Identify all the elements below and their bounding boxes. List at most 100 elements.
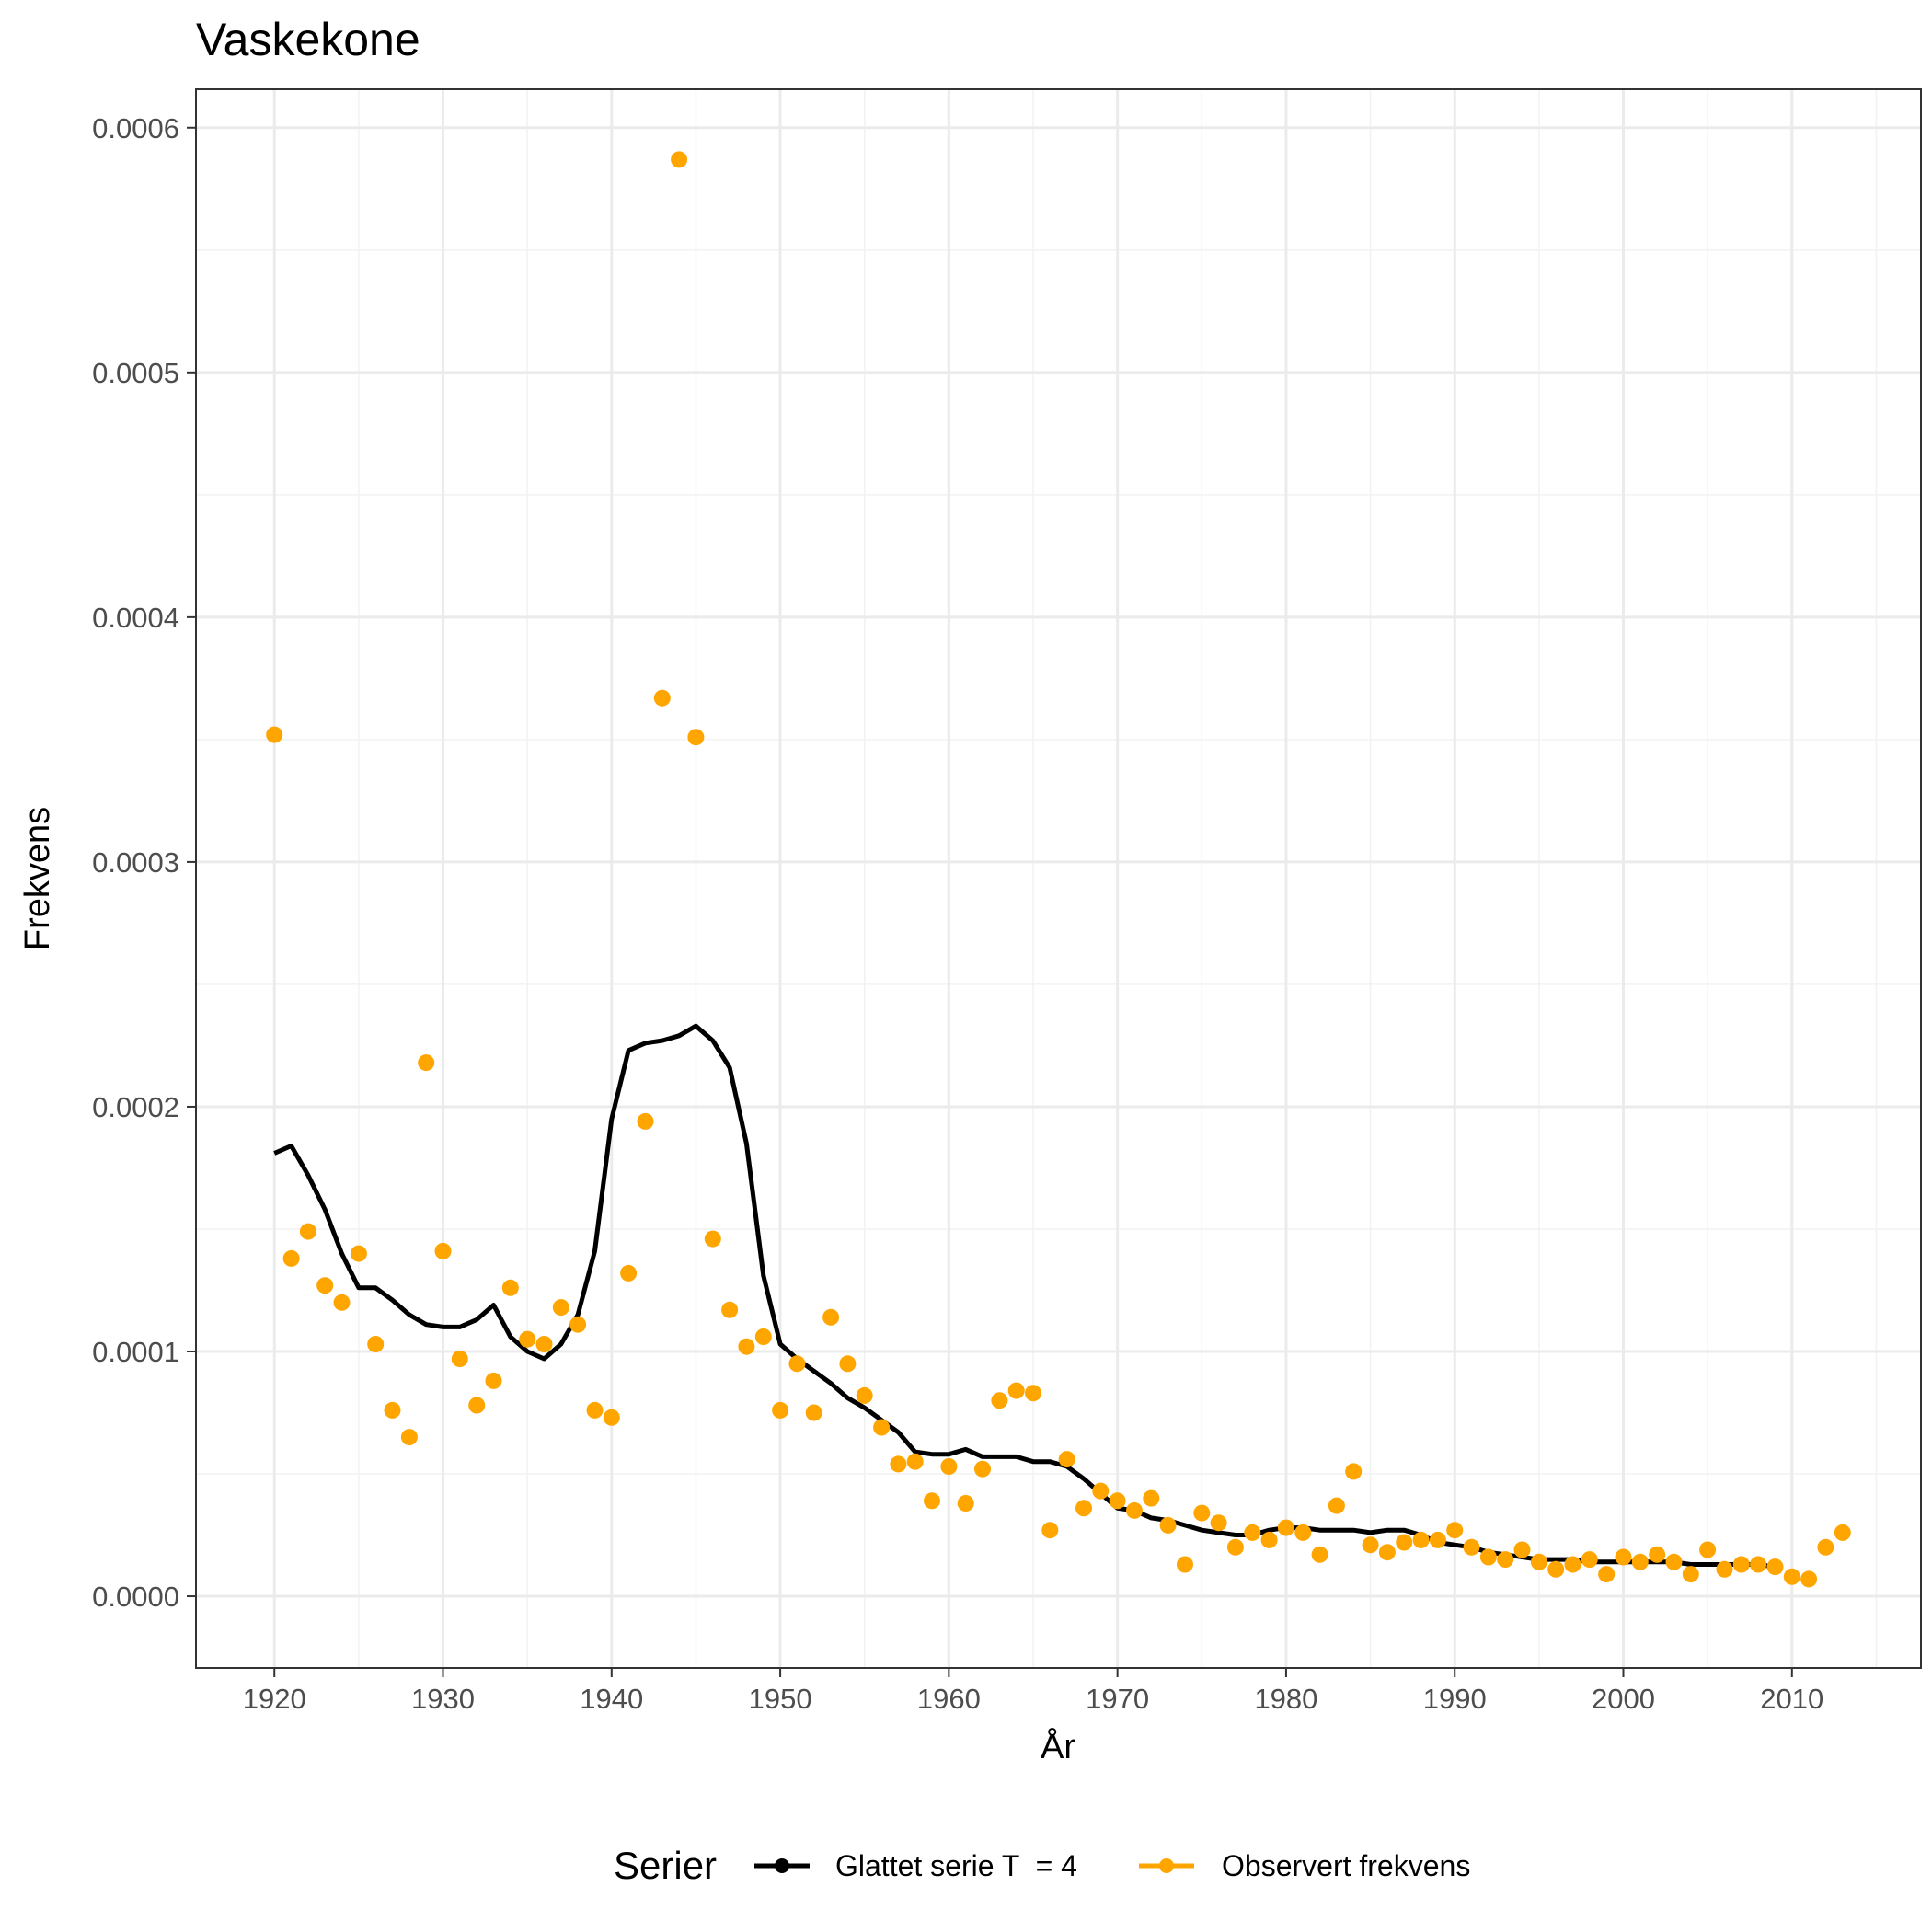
observed-point	[552, 1299, 569, 1317]
observed-point	[1834, 1524, 1851, 1541]
observed-point	[1396, 1534, 1413, 1551]
observed-point	[1750, 1556, 1767, 1573]
observed-point	[1244, 1524, 1261, 1541]
observed-point	[1159, 1516, 1177, 1534]
x-tick-label: 1950	[749, 1683, 812, 1715]
legend: Serier Glattet serie T = 4 Observert fre…	[614, 1844, 1470, 1887]
observed-point	[1497, 1551, 1514, 1569]
observed-point	[400, 1429, 418, 1446]
legend-label-observed: Observert frekvens	[1222, 1849, 1470, 1882]
y-tick-label: 0.0000	[92, 1581, 179, 1613]
observed-point	[1210, 1514, 1227, 1532]
observed-point	[367, 1336, 385, 1352]
observed-point	[1092, 1482, 1110, 1500]
observed-point	[333, 1294, 351, 1311]
x-tick-label: 1990	[1423, 1683, 1487, 1715]
observed-point	[1294, 1524, 1312, 1541]
observed-point	[1412, 1531, 1430, 1548]
observed-point	[1126, 1501, 1143, 1519]
observed-point	[1547, 1560, 1565, 1578]
observed-point	[1783, 1568, 1800, 1585]
observed-point	[1075, 1500, 1092, 1517]
observed-point	[299, 1223, 316, 1240]
observed-point	[637, 1112, 654, 1130]
x-tick-label: 1970	[1086, 1683, 1149, 1715]
observed-point	[1345, 1463, 1363, 1480]
x-tick-label: 1940	[580, 1683, 643, 1715]
observed-point	[501, 1279, 519, 1296]
y-tick-label: 0.0005	[92, 357, 179, 389]
observed-point	[1143, 1489, 1160, 1507]
observed-point	[485, 1372, 502, 1389]
observed-point	[839, 1355, 857, 1373]
legend-key-point-smoothed	[775, 1858, 789, 1873]
observed-point	[721, 1301, 739, 1318]
observed-point	[434, 1242, 452, 1259]
observed-point	[1817, 1538, 1834, 1556]
legend-title: Serier	[614, 1844, 717, 1887]
observed-point	[1041, 1522, 1059, 1539]
observed-points-layer	[266, 151, 1851, 1588]
minor-gridlines	[196, 89, 1921, 1668]
observed-point	[468, 1397, 486, 1414]
observed-point	[873, 1419, 891, 1436]
observed-point	[906, 1453, 924, 1470]
observed-point	[1277, 1519, 1294, 1536]
observed-point	[266, 726, 283, 743]
observed-point	[1446, 1522, 1464, 1539]
y-tick-label: 0.0002	[92, 1091, 179, 1123]
observed-point	[687, 729, 705, 746]
observed-point	[1665, 1553, 1683, 1570]
observed-point	[1362, 1536, 1379, 1554]
observed-point	[282, 1249, 300, 1267]
observed-point	[603, 1409, 620, 1426]
observed-point	[1581, 1551, 1598, 1569]
observed-point	[738, 1338, 755, 1355]
observed-point	[519, 1330, 536, 1348]
observed-point	[1682, 1566, 1699, 1583]
observed-point	[1463, 1538, 1480, 1556]
x-tick-label: 2010	[1760, 1683, 1823, 1715]
x-axis-ticks: 1920 1930 1940 1950 1960 1970 1980 1990 2000 2010	[243, 1668, 1823, 1715]
observed-point	[586, 1401, 604, 1419]
observed-point	[451, 1351, 468, 1367]
panel-border	[195, 88, 1922, 1669]
observed-point	[940, 1458, 958, 1475]
observed-point	[856, 1386, 873, 1404]
observed-point	[754, 1328, 772, 1345]
x-tick-label: 2000	[1592, 1683, 1655, 1715]
x-tick-label: 1930	[411, 1683, 475, 1715]
observed-point	[704, 1230, 721, 1248]
observed-point	[1699, 1541, 1717, 1558]
observed-point	[653, 689, 671, 707]
y-axis-label: Frekvens	[18, 807, 57, 950]
y-axis-ticks: 0.0000 0.0001 0.0002 0.0003 0.0004 0.0005 0.00…	[92, 112, 196, 1613]
observed-point	[1513, 1541, 1531, 1558]
observed-point	[569, 1316, 587, 1333]
y-tick-label: 0.0004	[92, 602, 179, 634]
x-tick-label: 1920	[243, 1683, 306, 1715]
observed-point	[1058, 1451, 1075, 1468]
x-axis-label: År	[1041, 1726, 1075, 1766]
y-tick-label: 0.0006	[92, 112, 179, 144]
major-gridlines	[196, 89, 1921, 1668]
observed-point	[1649, 1546, 1666, 1563]
observed-point	[788, 1355, 806, 1373]
observed-point	[1025, 1385, 1041, 1402]
observed-point	[1226, 1538, 1244, 1556]
legend-label-smoothed: Glattet serie T = 4	[835, 1849, 1077, 1882]
observed-point	[822, 1308, 840, 1326]
observed-point	[316, 1277, 334, 1294]
observed-point	[772, 1401, 789, 1419]
observed-point	[1429, 1531, 1446, 1548]
observed-point	[384, 1401, 401, 1419]
observed-point	[1109, 1492, 1126, 1510]
observed-point	[991, 1392, 1008, 1409]
observed-point	[350, 1245, 367, 1262]
observed-point	[1530, 1553, 1547, 1570]
observed-point	[1732, 1556, 1750, 1573]
observed-point	[1260, 1531, 1278, 1548]
x-tick-label: 1980	[1254, 1683, 1317, 1715]
observed-point	[1193, 1504, 1211, 1522]
observed-point	[805, 1404, 822, 1421]
